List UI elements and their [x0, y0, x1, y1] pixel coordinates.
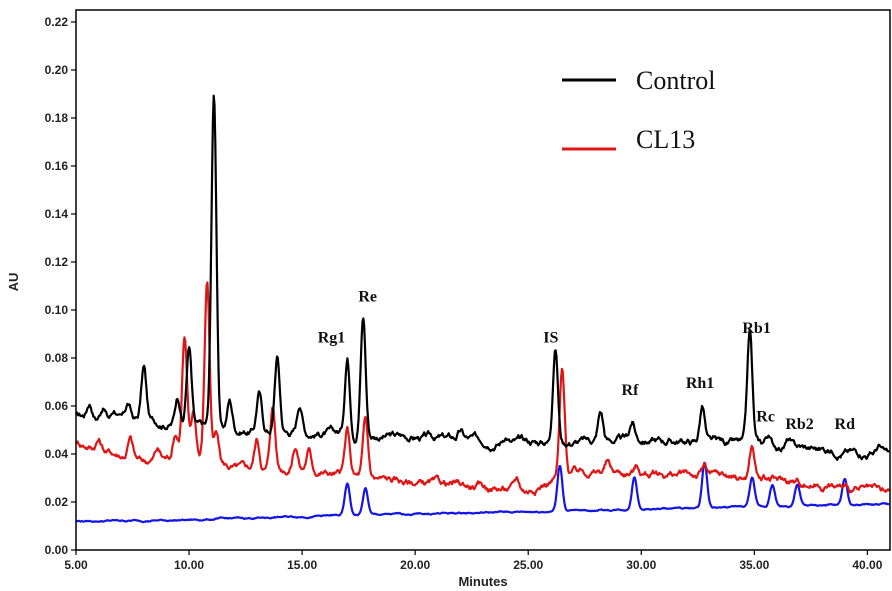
y-axis-title: AU [6, 273, 21, 292]
peak-label-rh1: Rh1 [686, 375, 714, 392]
series-line-control [75, 94, 891, 461]
tick-layer: 0.00 0.02 0.04 0.06 0.08 0.10 0.12 0.14 0.16 0.18… [45, 15, 883, 572]
peak-label-rf: Rf [622, 382, 640, 399]
peak-label-rc: Rc [756, 409, 775, 426]
x-tick-label: 10.00 [174, 558, 204, 572]
peak-label-rg1: Rg1 [318, 329, 346, 346]
legend-label-cl13: CL13 [636, 125, 695, 154]
y-tick-label: 0.04 [45, 447, 69, 461]
x-tick-label: 5.00 [64, 558, 88, 572]
x-tick-label: 15.00 [287, 558, 317, 572]
legend-label-control: Control [636, 66, 715, 95]
y-tick-label: 0.20 [45, 63, 69, 77]
y-tick-label: 0.12 [45, 255, 69, 269]
y-tick-label: 0.10 [45, 303, 69, 317]
legend: Control CL13 [562, 66, 715, 154]
x-axis-title: Minutes [458, 574, 507, 589]
peak-label-rb1: Rb1 [742, 320, 770, 337]
x-tick-label: 25.00 [513, 558, 543, 572]
series-line-cl13 [75, 281, 891, 497]
x-tick-label: 20.00 [400, 558, 430, 572]
y-tick-label: 0.02 [45, 495, 69, 509]
peak-label-re: Re [358, 289, 377, 306]
peak-label-rb2: Rb2 [785, 416, 813, 433]
x-tick-label: 30.00 [626, 558, 656, 572]
plot-area: 0.00 0.02 0.04 0.06 0.08 0.10 0.12 0.14 0.16 0.18… [45, 9, 891, 572]
y-tick-label: 0.06 [45, 399, 69, 413]
x-tick-label: 35.00 [739, 558, 769, 572]
y-tick-label: 0.00 [45, 543, 69, 557]
y-tick-label: 0.18 [45, 111, 69, 125]
y-tick-label: 0.22 [45, 15, 69, 29]
y-tick-label: 0.16 [45, 159, 69, 173]
annotation-layer: Rg1 Re IS Rf Rh1 Rb1 Rc Rb2 Rd [318, 289, 855, 433]
plot-frame [75, 9, 891, 551]
peak-label-rd: Rd [835, 416, 856, 433]
series-layer [75, 94, 891, 524]
x-tick-label: 40.00 [852, 558, 882, 572]
y-tick-label: 0.08 [45, 351, 69, 365]
series-line-standard [75, 461, 890, 524]
y-tick-label: 0.14 [45, 207, 69, 221]
peak-label-is: IS [543, 329, 558, 346]
